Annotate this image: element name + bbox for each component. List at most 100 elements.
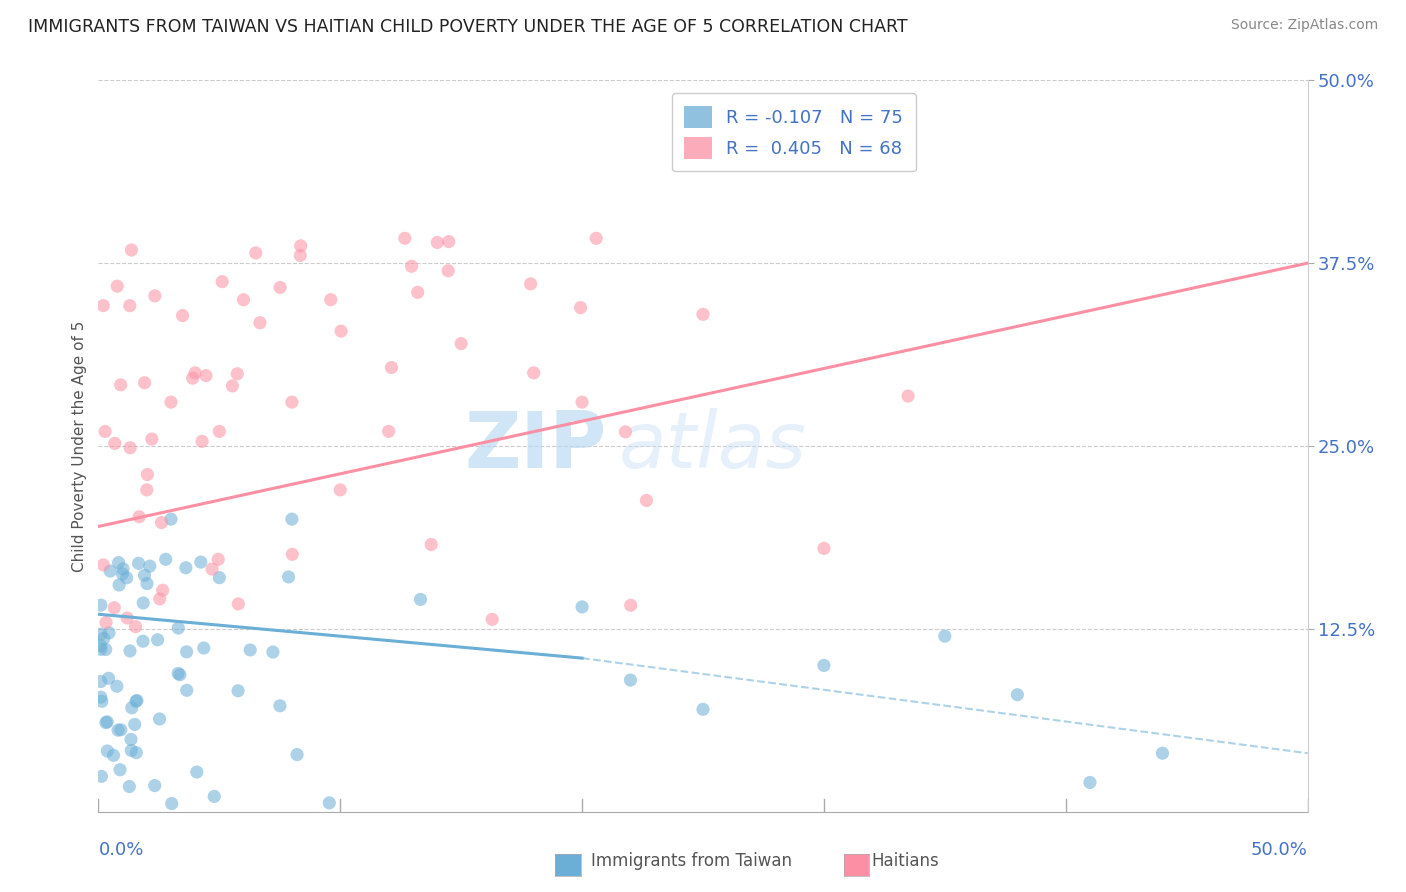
Point: [98, 564, 121, 578]
Point: [90, 690, 112, 705]
Point: [201, 562, 224, 576]
Point: [1007, 688, 1029, 702]
Point: [176, 683, 198, 698]
Point: [934, 629, 956, 643]
Point: [134, 376, 156, 390]
Point: [437, 264, 460, 278]
Point: [523, 366, 546, 380]
Point: [107, 556, 129, 570]
Point: [619, 673, 641, 687]
Point: [571, 599, 593, 614]
Point: [120, 441, 142, 455]
Point: [124, 717, 146, 731]
Point: [692, 307, 714, 321]
Point: [128, 509, 150, 524]
Point: [105, 279, 128, 293]
Point: [813, 658, 835, 673]
Point: [228, 597, 250, 611]
Point: [290, 239, 312, 253]
Point: [108, 763, 131, 777]
Point: [96, 714, 118, 729]
Point: [96, 744, 118, 758]
Point: [207, 552, 229, 566]
Point: [269, 280, 291, 294]
Text: ZIP: ZIP: [464, 408, 606, 484]
Point: [90, 769, 112, 783]
Point: [193, 640, 215, 655]
Point: [620, 599, 643, 613]
Point: [132, 596, 155, 610]
Point: [143, 779, 166, 793]
Point: [406, 285, 429, 300]
Point: [167, 621, 190, 635]
Point: [143, 289, 166, 303]
Point: [290, 248, 312, 262]
Point: [377, 425, 399, 439]
Point: [132, 634, 155, 648]
Point: [232, 293, 254, 307]
Point: [118, 644, 141, 658]
Point: [110, 377, 132, 392]
Point: [409, 592, 432, 607]
Point: [181, 371, 204, 385]
Point: [152, 583, 174, 598]
Point: [281, 512, 304, 526]
Point: [208, 571, 231, 585]
Point: [103, 600, 125, 615]
Point: [118, 299, 141, 313]
Point: [226, 367, 249, 381]
Point: [571, 395, 593, 409]
Point: [97, 671, 120, 685]
Point: [120, 732, 142, 747]
Text: Haitians: Haitians: [872, 852, 939, 870]
Point: [249, 316, 271, 330]
Point: [125, 694, 148, 708]
Point: [115, 611, 138, 625]
Point: [186, 765, 208, 780]
Point: [401, 260, 423, 274]
Point: [94, 642, 117, 657]
Point: [202, 789, 225, 804]
Point: [269, 698, 291, 713]
Point: [90, 694, 112, 708]
Point: [139, 559, 162, 574]
Point: [135, 483, 157, 497]
Point: [245, 245, 267, 260]
Point: [118, 780, 141, 794]
Point: [124, 619, 146, 633]
Text: 0.0%: 0.0%: [98, 841, 143, 859]
Text: Immigrants from Taiwan: Immigrants from Taiwan: [591, 852, 792, 870]
Point: [141, 432, 163, 446]
Point: [110, 723, 132, 737]
Point: [108, 578, 131, 592]
Point: [160, 395, 183, 409]
Point: [174, 561, 197, 575]
Point: [98, 626, 121, 640]
Point: [136, 576, 159, 591]
Point: [120, 743, 142, 757]
Point: [128, 557, 150, 571]
Point: [94, 615, 117, 630]
Point: [91, 299, 114, 313]
Point: [104, 436, 127, 450]
Point: [692, 702, 714, 716]
Point: [176, 645, 198, 659]
Legend: R = -0.107   N = 75, R =  0.405   N = 68: R = -0.107 N = 75, R = 0.405 N = 68: [672, 93, 915, 171]
Point: [90, 598, 112, 612]
Point: [125, 746, 148, 760]
Point: [111, 566, 134, 581]
Point: [105, 679, 128, 693]
Point: [897, 389, 920, 403]
Point: [380, 360, 402, 375]
Point: [148, 712, 170, 726]
Point: [191, 434, 214, 449]
Point: [155, 552, 177, 566]
Point: [285, 747, 308, 762]
Point: [150, 516, 173, 530]
Point: [420, 537, 443, 551]
Point: [190, 555, 212, 569]
Point: [481, 612, 503, 626]
Point: [160, 797, 183, 811]
Point: [125, 693, 148, 707]
Point: [167, 666, 190, 681]
